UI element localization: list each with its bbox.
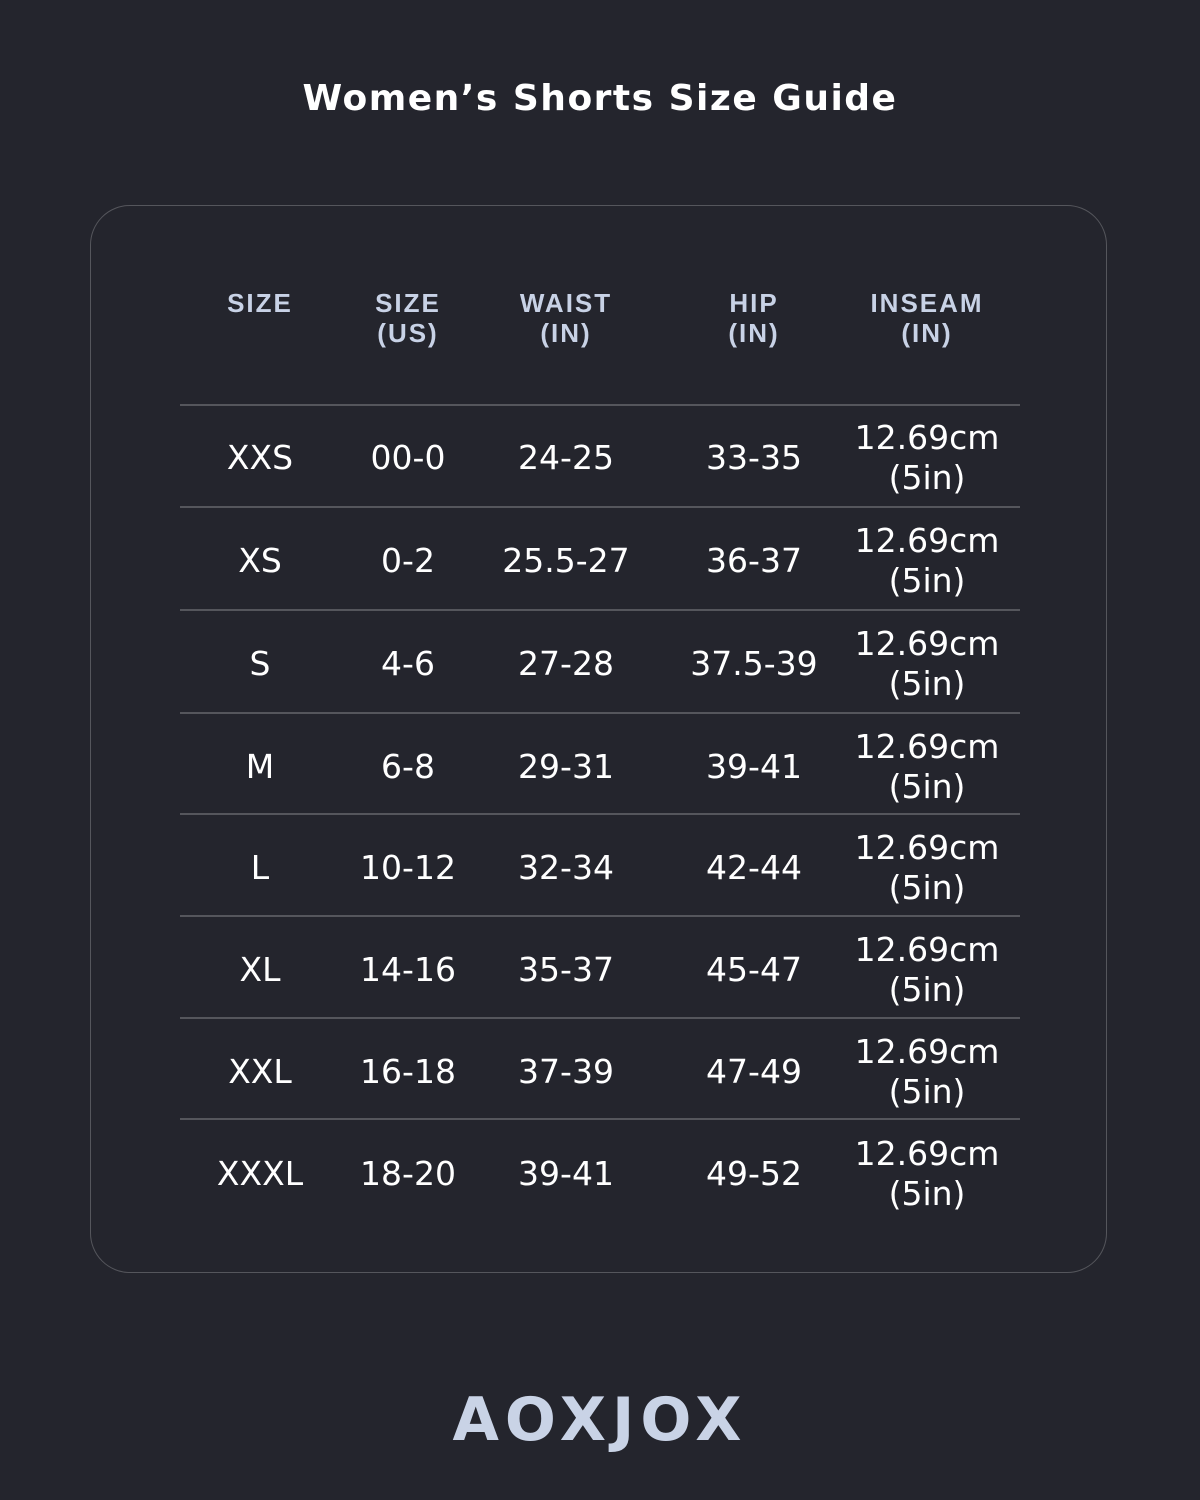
table-row: XXL 16-18 37-39 47-49 12.69cm (5in)	[180, 1021, 1020, 1123]
row-divider	[180, 609, 1020, 611]
cell-waist: 24-25	[518, 438, 614, 477]
column-header-inseam: INSEAM (IN)	[827, 288, 1027, 348]
cell-inseam: 12.69cm (5in)	[827, 716, 1027, 818]
table-row: XS 0-2 25.5-27 36-37 12.69cm (5in)	[180, 510, 1020, 612]
cell-waist: 35-37	[518, 950, 614, 989]
header-line2: (IN)	[540, 318, 592, 348]
row-divider	[180, 915, 1020, 917]
cell-size: M	[245, 747, 275, 786]
row-divider	[180, 506, 1020, 508]
cell-size: L	[250, 848, 270, 887]
cell-us: 16-18	[360, 1052, 456, 1091]
cell-size: XL	[239, 950, 281, 989]
cell-waist: 25.5-27	[502, 541, 630, 580]
inseam-cm: 12.69cm	[854, 1032, 1000, 1071]
table-row: XXS 00-0 24-25 33-35 12.69cm (5in)	[180, 407, 1020, 509]
cell-us: 14-16	[360, 950, 456, 989]
cell-size: XXS	[226, 438, 294, 477]
inseam-cm: 12.69cm	[854, 828, 1000, 867]
inseam-cm: 12.69cm	[854, 727, 1000, 766]
inseam-in: (5in)	[888, 1072, 966, 1111]
cell-us: 4-6	[381, 644, 435, 683]
table-row: L 10-12 32-34 42-44 12.69cm (5in)	[180, 817, 1020, 919]
cell-size: XXXL	[216, 1154, 304, 1193]
inseam-cm: 12.69cm	[854, 418, 1000, 457]
cell-hip: 33-35	[706, 438, 802, 477]
cell-waist: 29-31	[518, 747, 614, 786]
inseam-in: (5in)	[888, 767, 966, 806]
header-line1: SIZE	[227, 288, 293, 318]
cell-hip: 47-49	[706, 1052, 802, 1091]
header-line2: (IN)	[728, 318, 780, 348]
row-divider	[180, 1118, 1020, 1120]
inseam-in: (5in)	[888, 458, 966, 497]
cell-waist: 32-34	[518, 848, 614, 887]
page-title: Women’s Shorts Size Guide	[302, 78, 898, 119]
cell-inseam: 12.69cm (5in)	[827, 407, 1027, 509]
cell-size: S	[249, 644, 271, 683]
cell-hip: 49-52	[706, 1154, 802, 1193]
cell-waist: 27-28	[518, 644, 614, 683]
cell-inseam: 12.69cm (5in)	[827, 817, 1027, 919]
table-row: XL 14-16 35-37 45-47 12.69cm (5in)	[180, 919, 1020, 1021]
cell-size: XS	[238, 541, 282, 580]
cell-inseam: 12.69cm (5in)	[827, 510, 1027, 612]
cell-us: 10-12	[360, 848, 456, 887]
table-row: S 4-6 27-28 37.5-39 12.69cm (5in)	[180, 613, 1020, 715]
cell-inseam: 12.69cm (5in)	[827, 1021, 1027, 1123]
cell-hip: 42-44	[706, 848, 802, 887]
row-divider	[180, 1017, 1020, 1019]
table-row: XXXL 18-20 39-41 49-52 12.69cm (5in)	[180, 1123, 1020, 1225]
brand-logo: AOXJOX	[452, 1385, 748, 1455]
header-line1: WAIST	[519, 288, 613, 318]
column-header-size: SIZE	[160, 288, 360, 318]
cell-inseam: 12.69cm (5in)	[827, 1123, 1027, 1225]
inseam-in: (5in)	[888, 664, 966, 703]
cell-inseam: 12.69cm (5in)	[827, 613, 1027, 715]
inseam-cm: 12.69cm	[854, 1134, 1000, 1173]
cell-waist: 39-41	[518, 1154, 614, 1193]
cell-us: 00-0	[370, 438, 446, 477]
header-line2: (US)	[377, 318, 439, 348]
inseam-in: (5in)	[888, 561, 966, 600]
cell-waist: 37-39	[518, 1052, 614, 1091]
cell-us: 6-8	[381, 747, 435, 786]
inseam-cm: 12.69cm	[854, 930, 1000, 969]
table-row: M 6-8 29-31 39-41 12.69cm (5in)	[180, 716, 1020, 818]
cell-hip: 36-37	[706, 541, 802, 580]
row-divider	[180, 813, 1020, 815]
header-line2: (IN)	[901, 318, 953, 348]
cell-size: XXL	[228, 1052, 292, 1091]
cell-inseam: 12.69cm (5in)	[827, 919, 1027, 1021]
header-line1: INSEAM	[870, 288, 984, 318]
column-header-us: SIZE (US)	[308, 288, 508, 348]
inseam-in: (5in)	[888, 868, 966, 907]
row-divider	[180, 404, 1020, 406]
header-line1: HIP	[729, 288, 779, 318]
cell-hip: 37.5-39	[690, 644, 818, 683]
cell-us: 0-2	[381, 541, 435, 580]
cell-us: 18-20	[360, 1154, 456, 1193]
inseam-in: (5in)	[888, 970, 966, 1009]
inseam-in: (5in)	[888, 1174, 966, 1213]
column-header-waist: WAIST (IN)	[466, 288, 666, 348]
header-line1: SIZE	[375, 288, 441, 318]
column-header-hip: HIP (IN)	[654, 288, 854, 348]
inseam-cm: 12.69cm	[854, 521, 1000, 560]
cell-hip: 39-41	[706, 747, 802, 786]
size-table-card	[90, 205, 1107, 1273]
row-divider	[180, 712, 1020, 714]
inseam-cm: 12.69cm	[854, 624, 1000, 663]
cell-hip: 45-47	[706, 950, 802, 989]
